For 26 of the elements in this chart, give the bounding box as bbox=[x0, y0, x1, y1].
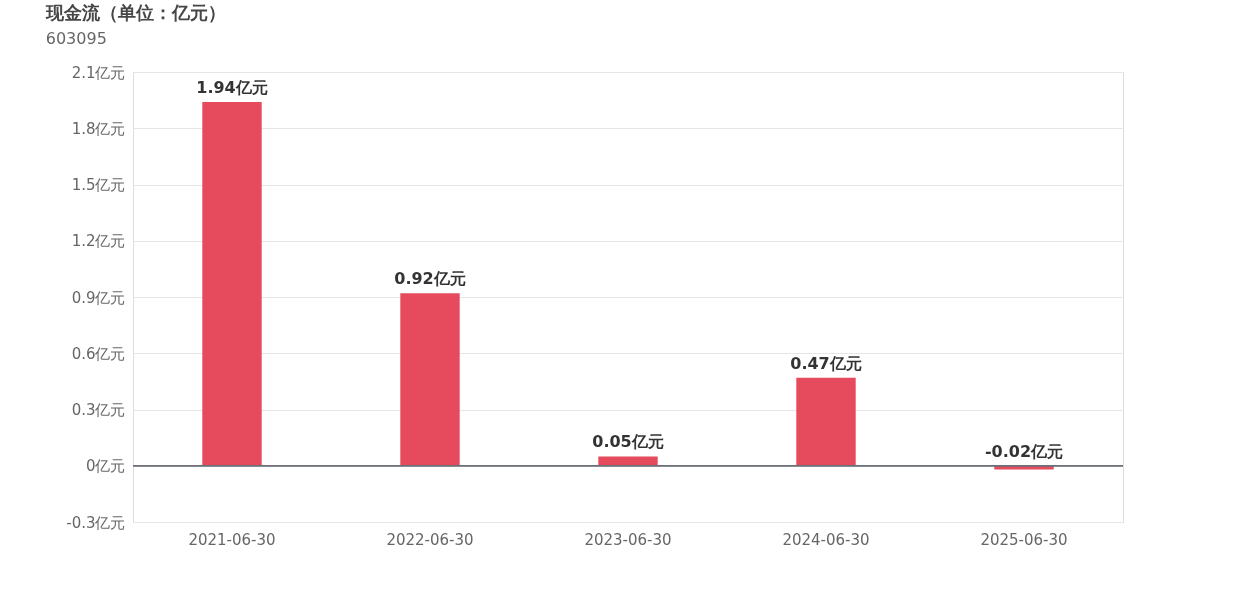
data-label: 0.05亿元 bbox=[592, 432, 664, 452]
chart-subtitle: 603095 bbox=[45, 29, 107, 48]
data-label: 0.47亿元 bbox=[790, 353, 862, 373]
y-tick-label: 0.6亿元 bbox=[71, 344, 126, 363]
bar bbox=[400, 293, 460, 466]
data-label: -0.02亿元 bbox=[984, 441, 1064, 461]
y-tick-label: 1.8亿元 bbox=[71, 119, 126, 138]
y-tick-label: -0.3亿元 bbox=[66, 513, 126, 532]
bar bbox=[598, 456, 658, 466]
x-tick-label: 2022-06-30 bbox=[386, 530, 474, 549]
y-tick-label: 1.5亿元 bbox=[71, 176, 126, 194]
data-label: 1.94亿元 bbox=[196, 78, 268, 97]
bar bbox=[994, 465, 1054, 470]
x-tick-label: 2024-06-30 bbox=[782, 530, 870, 549]
x-tick-label: 2025-06-30 bbox=[980, 530, 1068, 549]
y-tick-label: 0亿元 bbox=[85, 457, 126, 476]
x-tick-label: 2021-06-30 bbox=[188, 530, 276, 549]
bar bbox=[796, 377, 856, 466]
chart-title: 现金流（单位：亿元） bbox=[44, 2, 226, 23]
y-tick-label: 2.1亿元 bbox=[71, 63, 126, 82]
y-tick-label: 1.2亿元 bbox=[71, 232, 126, 251]
bar bbox=[202, 102, 262, 466]
x-tick-label: 2023-06-30 bbox=[584, 530, 672, 549]
data-label: 0.92亿元 bbox=[394, 269, 466, 289]
y-tick-label: 0.3亿元 bbox=[71, 401, 126, 419]
y-tick-label: 0.9亿元 bbox=[71, 288, 126, 307]
